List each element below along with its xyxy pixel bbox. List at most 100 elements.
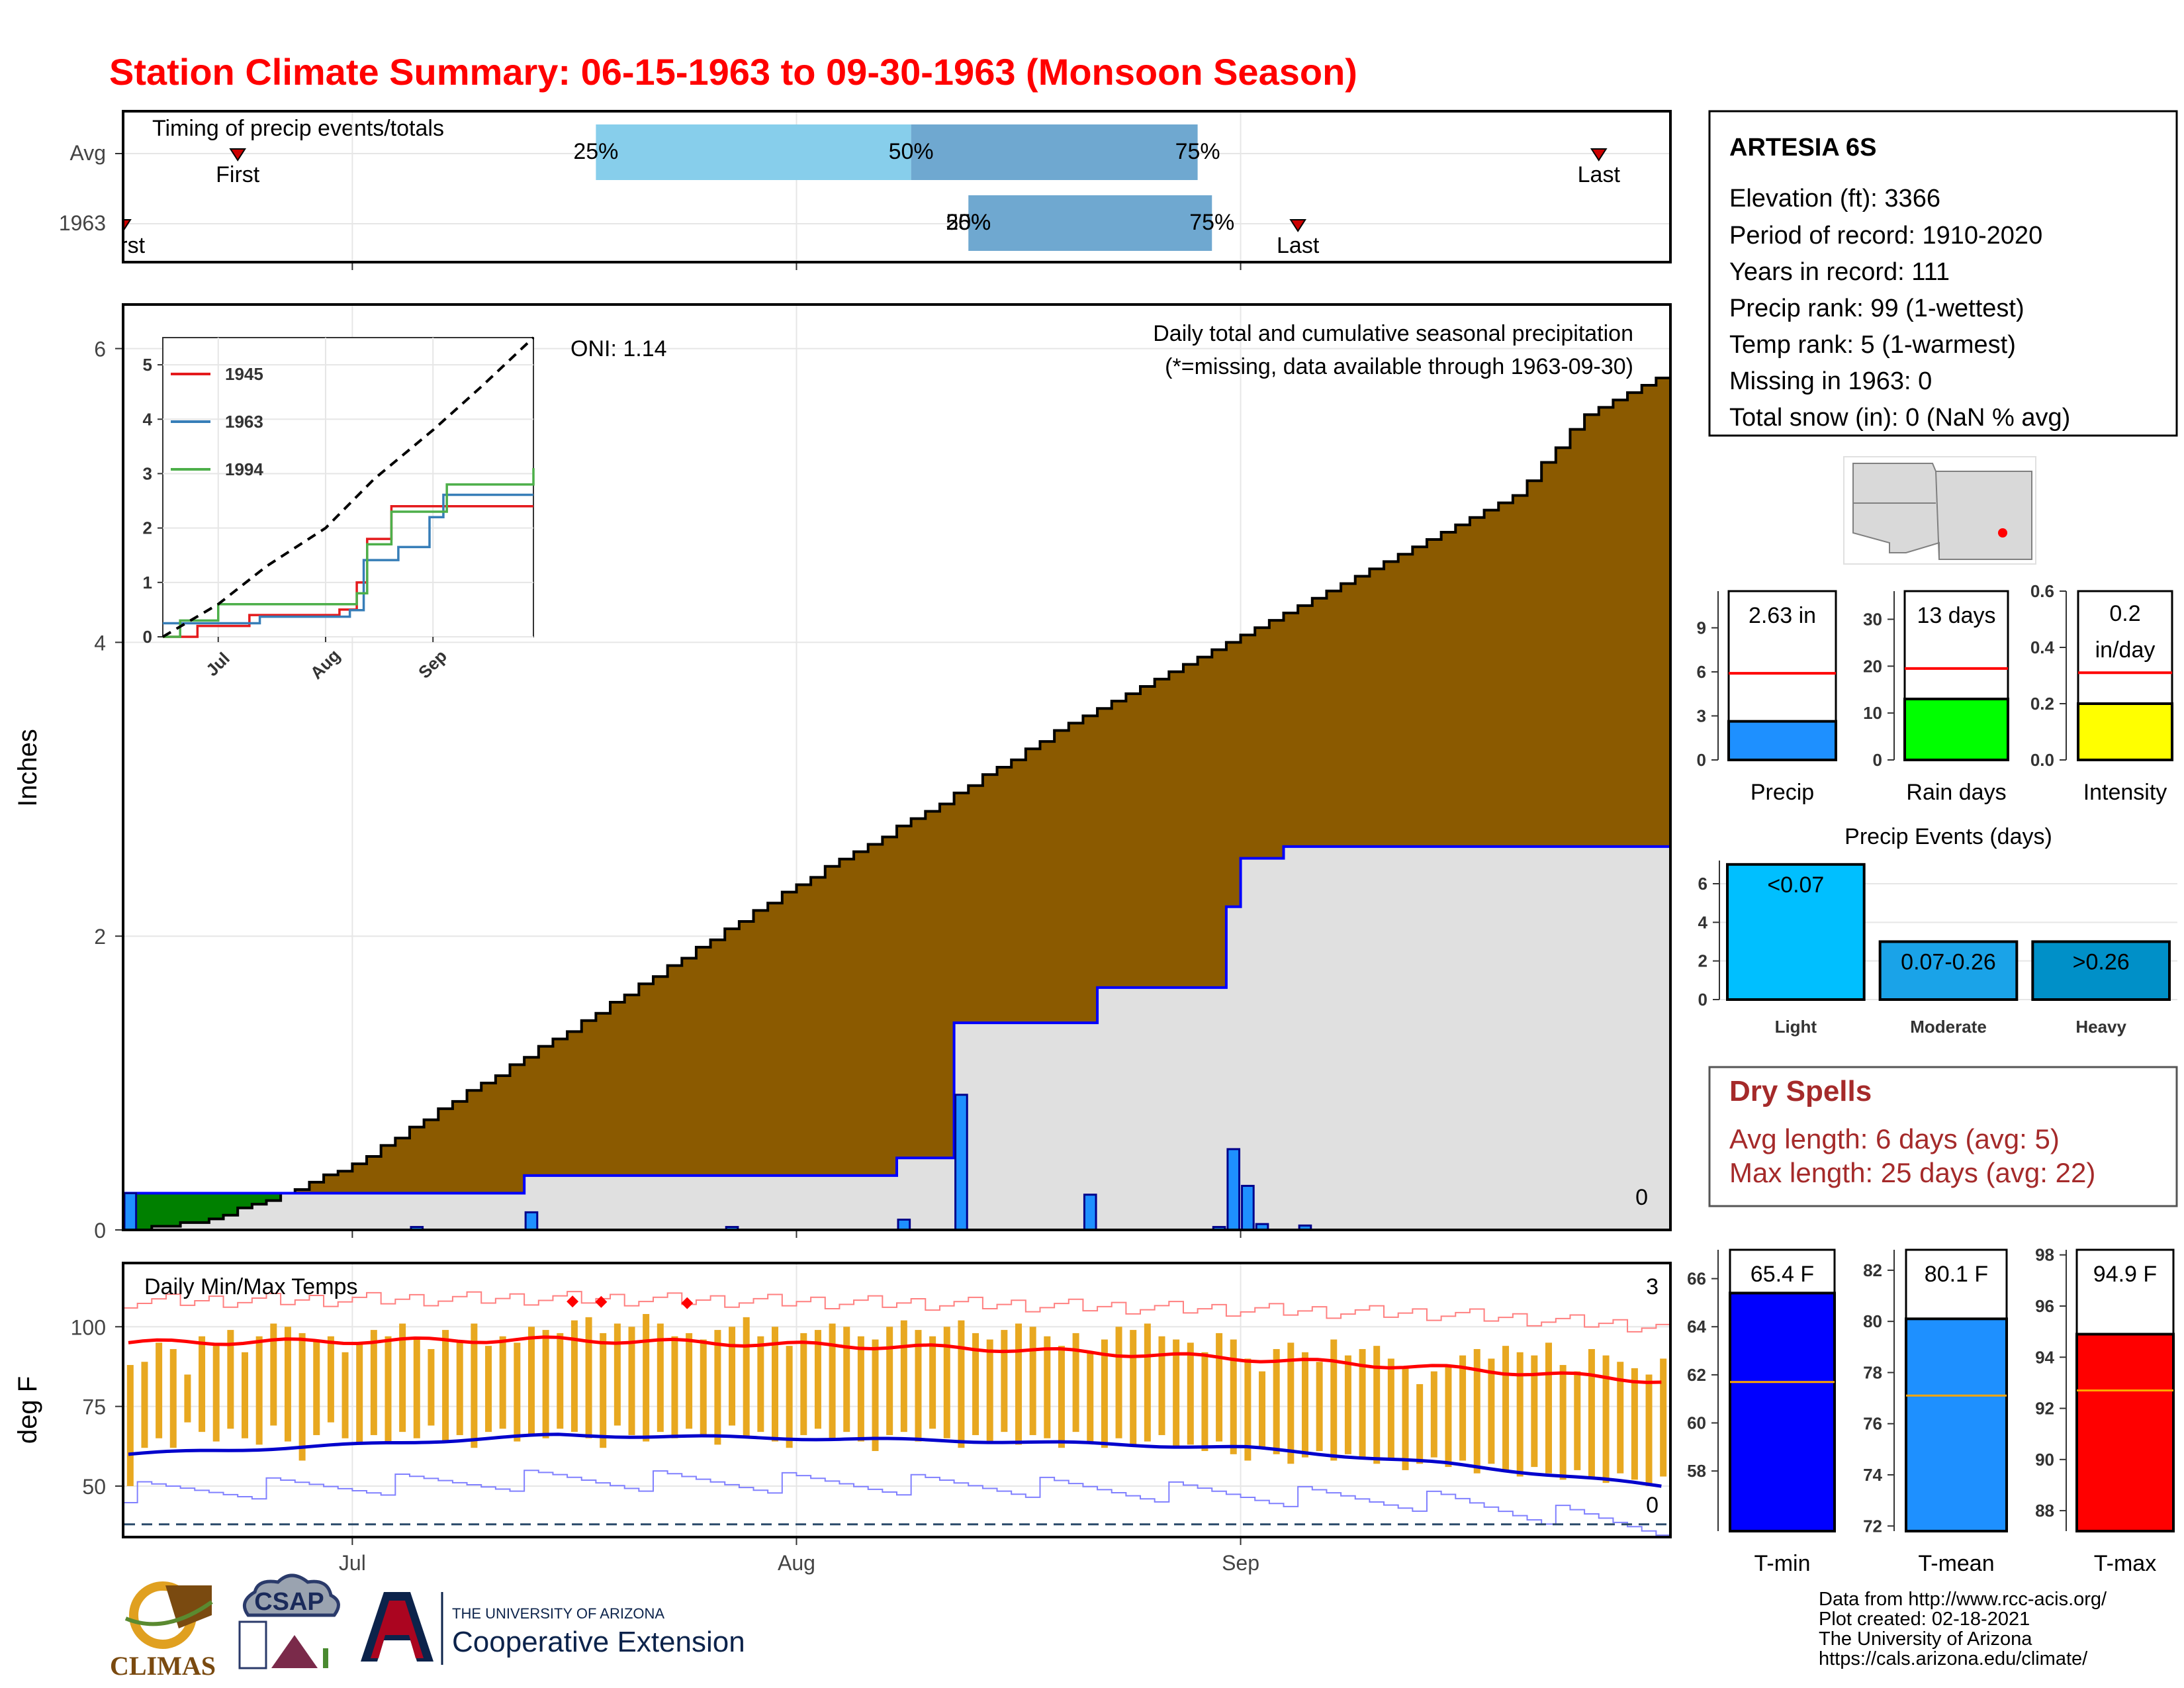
inset-series-1945 xyxy=(163,505,533,638)
daily-temp-range-bar xyxy=(1316,1362,1323,1452)
summary-title: Intensity xyxy=(2083,780,2167,805)
count-low: 0 xyxy=(1646,1493,1659,1518)
summary-value-bar xyxy=(1727,720,1837,762)
temp-xtick-label: Sep xyxy=(1222,1551,1259,1575)
daily-temp-range-bar xyxy=(585,1317,592,1438)
station-info-box: ARTESIA 6S Elevation (ft): 3366 Period o… xyxy=(1708,110,2178,437)
summary-value-unit: in/day xyxy=(2095,637,2156,663)
daily-temp-range-bar xyxy=(714,1330,721,1445)
temp-title: Daily Min/Max Temps xyxy=(144,1274,357,1299)
daily-temp-range-bar xyxy=(1173,1339,1180,1448)
summary-title: T-max xyxy=(2094,1551,2156,1576)
summary-value-label: 2.63 in xyxy=(1749,603,1816,628)
dry-spells-avg: Avg length: 6 days (avg: 5) xyxy=(1729,1123,2060,1154)
daily-temp-range-bar xyxy=(284,1327,291,1442)
summary-ytick-label: 0.0 xyxy=(2030,750,2054,770)
summary-title: Rain days xyxy=(1906,780,2006,805)
summary-precip: 0 3 6 9 2.63 in Precip xyxy=(1697,590,1837,805)
daily-temp-range-bar xyxy=(614,1323,621,1426)
daily-temp-range-bar xyxy=(1015,1323,1023,1445)
daily-temp-range-bar xyxy=(829,1323,836,1438)
daily-temp-range-bar xyxy=(255,1336,263,1445)
daily-temp-range-bar xyxy=(814,1330,821,1429)
precip-ytick-label: 0 xyxy=(94,1219,106,1243)
summary-value-label: 94.9 F xyxy=(2093,1262,2157,1287)
summary-title: T-mean xyxy=(1918,1551,1994,1576)
daily-temp-range-bar xyxy=(385,1336,392,1442)
count-high: 3 xyxy=(1646,1274,1659,1299)
daily-temp-range-bar xyxy=(1531,1355,1538,1468)
dry-spells-max: Max length: 25 days (avg: 22) xyxy=(1729,1157,2095,1188)
daily-temp-range-bar xyxy=(1660,1358,1667,1477)
daily-temp-range-bar xyxy=(1001,1330,1008,1432)
daily-temp-range-bar xyxy=(1430,1371,1437,1458)
daily-temp-range-bar xyxy=(972,1333,979,1435)
avg-tmin-line xyxy=(128,1432,1662,1488)
record-high-marker xyxy=(595,1295,608,1308)
cumulative-1963-line xyxy=(123,845,1670,1195)
station-location-marker xyxy=(1998,528,2007,538)
timing-avg-last-marker xyxy=(1590,148,1608,162)
summary-ytick-label: 66 xyxy=(1687,1269,1706,1289)
daily-precip-bar xyxy=(1083,1194,1097,1231)
daily-temp-range-bar xyxy=(1244,1358,1251,1461)
summary-ytick-label: 90 xyxy=(2035,1450,2054,1470)
daily-temp-range-bar xyxy=(729,1327,736,1426)
daily-precip-bar xyxy=(1226,1148,1241,1231)
daily-temp-range-bar xyxy=(499,1336,506,1429)
inset-frame xyxy=(162,337,534,637)
daily-temp-range-bar xyxy=(156,1342,163,1438)
inset-legend-label: 1945 xyxy=(225,364,263,384)
daily-temp-range-bar xyxy=(485,1346,492,1432)
daily-temp-range-bar xyxy=(1101,1339,1108,1448)
precip-subtitle: (*=missing, data available through 1963-… xyxy=(1165,354,1633,379)
summary-ytick-label: 80 xyxy=(1863,1311,1882,1331)
daily-temp-range-bar xyxy=(199,1336,206,1432)
daily-temp-range-bar xyxy=(886,1327,893,1435)
daily-temp-range-bar xyxy=(1602,1355,1610,1483)
summary-ytick-label: 0 xyxy=(1697,750,1706,770)
inset-ytick-label: 2 xyxy=(143,518,152,538)
timing-avg-q1-bar xyxy=(596,124,911,180)
daily-precip-bar xyxy=(123,1192,138,1231)
summary-ytick-label: 3 xyxy=(1697,706,1706,726)
summary-value-label: 13 days xyxy=(1917,603,1995,628)
temp-ytick-label: 75 xyxy=(82,1395,106,1419)
daily-temp-range-bar xyxy=(1072,1333,1079,1432)
daily-temp-range-bar xyxy=(1330,1339,1338,1461)
daily-temp-range-bar xyxy=(843,1327,850,1432)
daily-temp-range-bar xyxy=(471,1323,478,1448)
station-missing: Missing in 1963: 0 xyxy=(1729,367,1932,395)
summary-ytick-label: 88 xyxy=(2035,1501,2054,1521)
daily-temp-range-bar xyxy=(1344,1355,1351,1454)
daily-temp-range-bar xyxy=(986,1339,993,1442)
summary-ytick-label: 82 xyxy=(1863,1260,1882,1280)
events-bar xyxy=(1726,863,1866,1002)
daily-temp-range-bar xyxy=(327,1336,334,1423)
daily-temp-range-bar xyxy=(1574,1371,1581,1470)
summary-rain-days: 0 10 20 30 13 days Rain days xyxy=(1863,590,2009,805)
events-bar xyxy=(1878,940,2019,1001)
summary-title: T-min xyxy=(1754,1551,1811,1576)
daily-temp-range-bar xyxy=(1301,1352,1308,1458)
summary-value-label: 0.2 xyxy=(2109,601,2140,626)
temp-ylabel: deg F xyxy=(13,1376,42,1444)
summary-ytick-label: 0.4 xyxy=(2030,637,2055,657)
daily-precip-bar xyxy=(1241,1184,1255,1231)
daily-temp-range-bar xyxy=(1416,1383,1424,1464)
summary-ytick-label: 96 xyxy=(2035,1296,2054,1316)
precip-ytick-label: 6 xyxy=(94,338,106,361)
station-years: Years in record: 111 xyxy=(1729,258,1950,286)
events-category: Heavy xyxy=(2075,1017,2126,1037)
station-snow: Total snow (in): 0 (NaN % avg) xyxy=(1729,404,2070,432)
daily-temp-range-bar xyxy=(456,1342,463,1435)
timing-avg-p75-label: 75% xyxy=(1175,139,1220,164)
daily-temp-range-bar xyxy=(1631,1368,1638,1480)
precip-events-chart: Precip Events (days) 0 2 4 6 <0.07 Light 0.07-0… xyxy=(1698,824,2177,1037)
station-precip-rank: Precip rank: 99 (1-wettest) xyxy=(1729,295,2025,322)
timing-avg-q2-bar xyxy=(911,124,1198,180)
summary-ytick-label: 92 xyxy=(2035,1399,2054,1419)
station-temp-rank: Temp rank: 5 (1-warmest) xyxy=(1729,331,2016,359)
daily-temp-range-bar xyxy=(1502,1346,1510,1470)
